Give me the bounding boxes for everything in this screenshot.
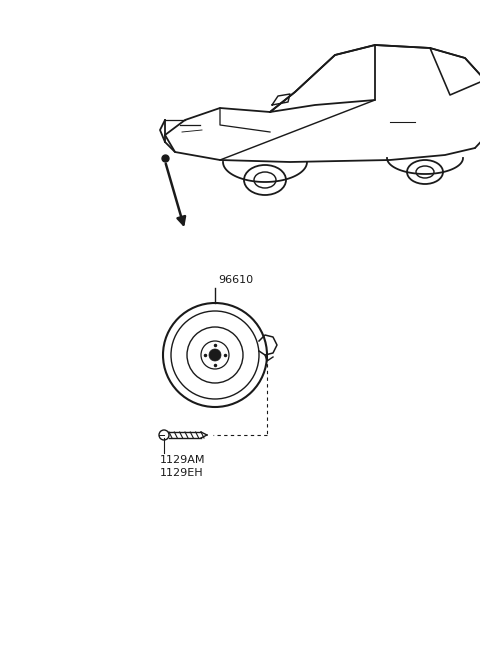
Text: 96610: 96610 — [218, 275, 253, 285]
Text: 1129EH: 1129EH — [160, 468, 204, 478]
Text: 1129AM: 1129AM — [160, 455, 205, 465]
Circle shape — [209, 349, 221, 361]
